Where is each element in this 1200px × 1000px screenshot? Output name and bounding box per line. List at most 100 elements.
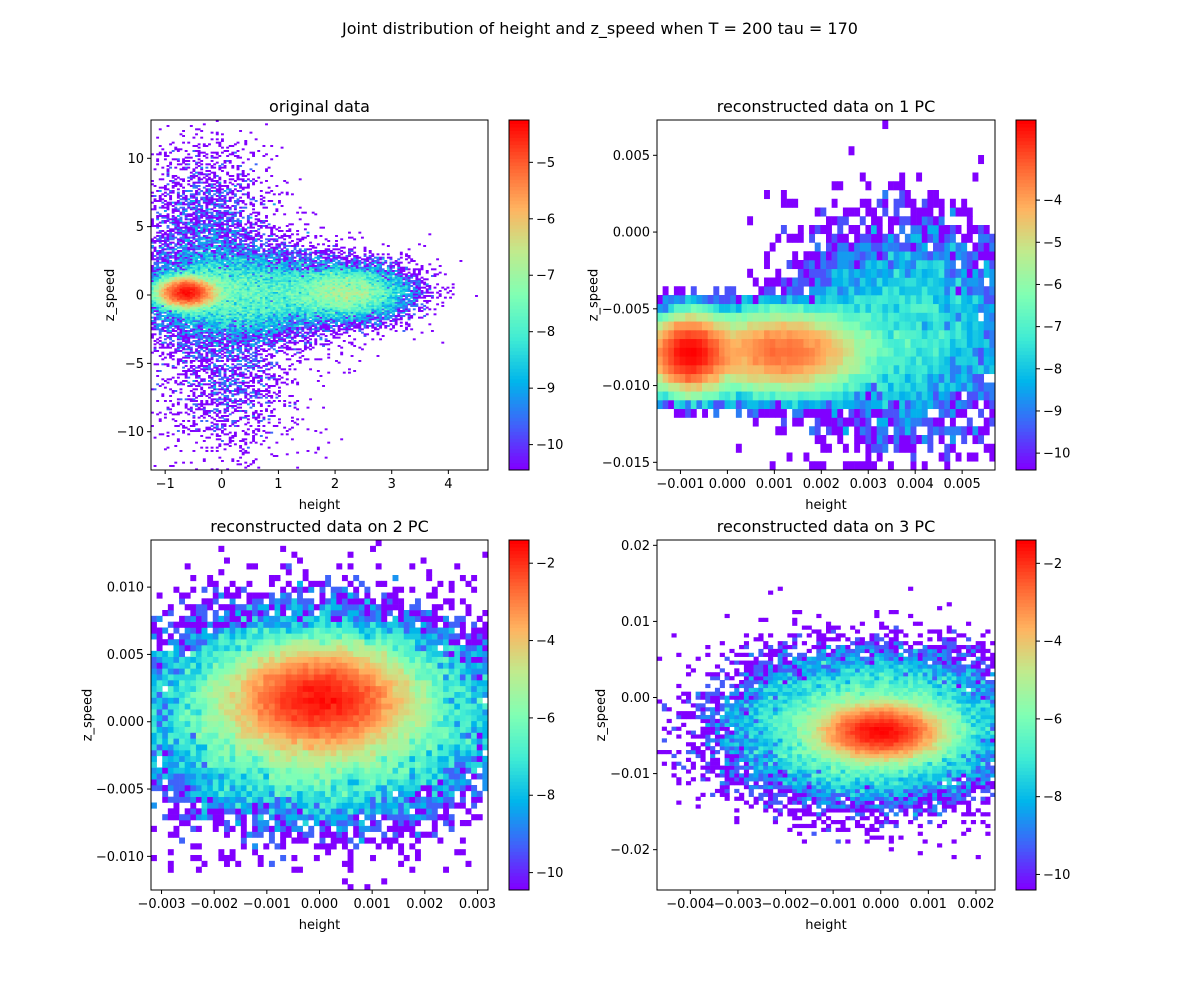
heatmap-cell	[158, 331, 162, 334]
heatmap-cell	[171, 303, 175, 306]
heatmap-cell	[412, 295, 416, 297]
heatmap-cell	[246, 278, 250, 281]
heatmap-cell	[213, 338, 217, 341]
heatmap-cell	[197, 408, 201, 411]
heatmap-cell	[231, 401, 235, 404]
heatmap-cell	[265, 341, 268, 344]
heatmap-cell	[329, 288, 333, 291]
heatmap-cell	[156, 400, 160, 402]
heatmap-cell	[205, 301, 209, 304]
heatmap-cell	[376, 313, 380, 316]
heatmap-cell	[360, 320, 364, 322]
heatmap-cell	[348, 285, 351, 287]
heatmap-cell	[254, 360, 258, 362]
heatmap-cell	[335, 333, 338, 336]
heatmap-cell	[262, 311, 266, 314]
heatmap-cell	[244, 401, 248, 404]
heatmap-cell	[360, 310, 364, 312]
heatmap-cell	[322, 325, 325, 327]
heatmap-cell	[233, 425, 237, 427]
heatmap-cell	[244, 285, 248, 287]
heatmap-cell	[303, 286, 307, 289]
heatmap-cell	[153, 348, 157, 351]
heatmap-cell	[244, 313, 248, 316]
heatmap-cell	[316, 310, 320, 312]
heatmap-cell	[278, 306, 281, 309]
heatmap-cell	[189, 291, 193, 294]
heatmap-cell	[244, 328, 248, 331]
heatmap-cell	[259, 286, 263, 289]
heatmap-cell	[213, 310, 217, 312]
heatmap-cell	[311, 285, 315, 287]
heatmap-cell	[171, 366, 175, 369]
heatmap-cell	[197, 416, 201, 419]
heatmap-cell	[381, 296, 385, 299]
heatmap-cell	[210, 345, 214, 347]
heatmap-cell	[394, 303, 398, 306]
heatmap-cell	[161, 395, 165, 397]
heatmap-cell	[267, 316, 271, 319]
heatmap-cell	[184, 285, 188, 287]
heatmap-cell	[163, 288, 167, 291]
heatmap-cell	[265, 301, 268, 304]
heatmap-cell	[405, 301, 408, 304]
heatmap-cell	[371, 296, 375, 299]
heatmap-cell	[223, 415, 227, 417]
heatmap-cell	[153, 328, 157, 331]
heatmap-cell	[195, 310, 198, 312]
heatmap-cell	[166, 311, 170, 314]
heatmap-cell	[182, 380, 185, 382]
heatmap-cell	[394, 306, 398, 309]
heatmap-cell	[213, 383, 217, 386]
heatmap-cell	[151, 310, 154, 312]
heatmap-cell	[303, 298, 307, 301]
heatmap-cell	[407, 283, 411, 286]
heatmap-cell	[254, 376, 258, 379]
heatmap-cell	[278, 276, 281, 279]
heatmap-cell	[324, 288, 328, 291]
heatmap-cell	[272, 290, 276, 292]
heatmap-cell	[384, 278, 388, 281]
heatmap-cell	[246, 325, 250, 327]
heatmap-cell	[280, 281, 284, 284]
heatmap-cell	[174, 381, 178, 384]
heatmap-cell	[267, 321, 271, 324]
heatmap-cell	[267, 415, 271, 417]
heatmap-cell	[301, 318, 305, 321]
heatmap-cell	[275, 335, 279, 337]
heatmap-cell	[184, 403, 188, 406]
heatmap-cell	[293, 406, 297, 409]
heatmap-cell	[174, 321, 178, 324]
heatmap-cell	[171, 325, 175, 327]
heatmap-cell	[324, 295, 328, 297]
heatmap-cell	[259, 331, 263, 334]
heatmap-cell	[182, 296, 185, 299]
heatmap-cell	[288, 278, 292, 281]
heatmap-cell	[231, 298, 235, 301]
heatmap-cell	[270, 315, 274, 317]
heatmap-cell	[236, 403, 240, 406]
heatmap-cell	[379, 293, 383, 296]
heatmap-cell	[151, 320, 154, 322]
heatmap-cell	[290, 320, 294, 322]
heatmap-cell	[200, 306, 204, 309]
heatmap-cell	[418, 286, 421, 289]
heatmap-cell	[296, 300, 300, 302]
heatmap-cell	[233, 335, 237, 337]
heatmap-cell	[239, 301, 243, 304]
heatmap-cell	[208, 306, 211, 309]
heatmap-cell	[239, 371, 243, 374]
heatmap-cell	[309, 280, 313, 282]
heatmap-cell	[311, 295, 315, 297]
heatmap-cell	[257, 320, 261, 322]
heatmap-cell	[360, 318, 364, 321]
heatmap-cell	[327, 353, 331, 356]
heatmap-cell	[368, 325, 372, 327]
heatmap-cell	[200, 295, 204, 297]
heatmap-cell	[174, 275, 178, 277]
heatmap-cell	[381, 313, 385, 316]
heatmap-cell	[342, 281, 346, 284]
heatmap-cell	[335, 315, 338, 317]
heatmap-cell	[267, 331, 271, 334]
heatmap-cell	[195, 370, 198, 372]
